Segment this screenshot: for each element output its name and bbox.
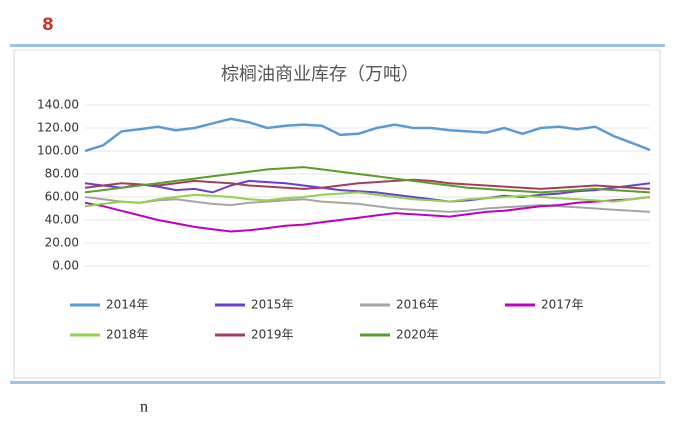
series-line bbox=[84, 191, 651, 208]
legend-label: 2018年 bbox=[106, 328, 149, 342]
top-rule bbox=[10, 44, 665, 47]
footer-text: n bbox=[140, 399, 148, 416]
legend-label: 2014年 bbox=[106, 298, 149, 312]
legend-label: 2019年 bbox=[251, 328, 294, 342]
legend-label: 2016年 bbox=[396, 298, 439, 312]
series-line bbox=[84, 178, 651, 190]
chart-title: 棕榈油商业库存（万吨） bbox=[221, 64, 419, 85]
y-tick-label: 120.00 bbox=[37, 121, 79, 135]
series-line bbox=[84, 117, 651, 153]
series-line bbox=[84, 166, 651, 194]
y-tick-label: 100.00 bbox=[37, 144, 79, 158]
series-line bbox=[84, 196, 651, 233]
y-tick-label: 140.00 bbox=[37, 98, 79, 112]
y-tick-label: 20.00 bbox=[45, 236, 79, 250]
series-line bbox=[84, 179, 651, 203]
legend-label: 2017年 bbox=[541, 298, 584, 312]
legend-label: 2015年 bbox=[251, 298, 294, 312]
y-tick-label: 60.00 bbox=[45, 190, 79, 204]
y-tick-label: 40.00 bbox=[45, 213, 79, 227]
y-tick-label: 0.00 bbox=[52, 259, 79, 273]
legend-label: 2020年 bbox=[396, 328, 439, 342]
page-number: 8 bbox=[42, 15, 54, 35]
bottom-rule bbox=[10, 381, 665, 384]
y-tick-label: 80.00 bbox=[45, 167, 79, 181]
